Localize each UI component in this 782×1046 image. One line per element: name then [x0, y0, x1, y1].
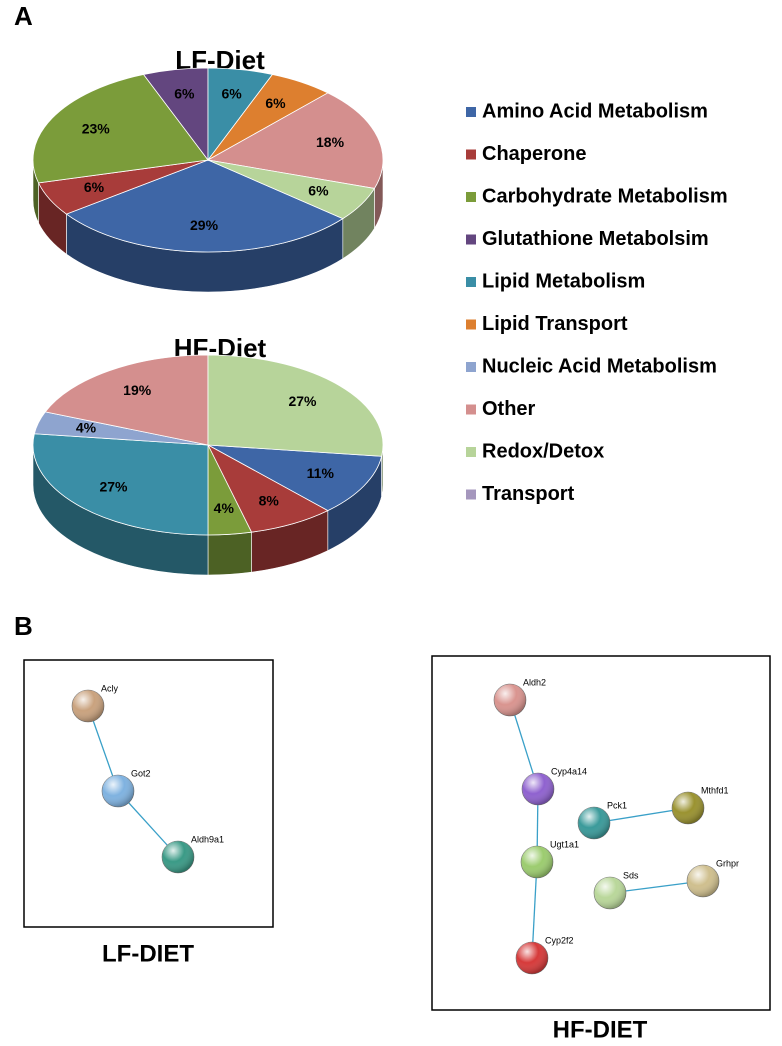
pie-slice [207, 159, 376, 220]
pie-sides [32, 159, 384, 293]
node-label: Aldh2 [523, 677, 546, 687]
node-label: Ugt1a1 [550, 839, 579, 849]
legend-label: Amino Acid Metabolism [482, 100, 708, 122]
network-label: HF-DIET [553, 1016, 648, 1043]
pie-slice [32, 74, 209, 184]
node-shine [516, 942, 548, 974]
node-label: Sds [623, 870, 639, 880]
slice-label: 6% [174, 86, 195, 102]
node-shine [162, 841, 194, 873]
slice-label: 29% [190, 217, 219, 233]
slice-label: 8% [259, 492, 280, 508]
legend-label: Transport [482, 483, 575, 505]
legend-label: Redox/Detox [482, 440, 604, 462]
legend-label: Lipid Metabolism [482, 270, 645, 292]
node-shine [594, 877, 626, 909]
node-shine [72, 690, 104, 722]
slice-label: 18% [316, 134, 345, 150]
legend-label: Chaperone [482, 143, 586, 165]
node-shine [578, 807, 610, 839]
pie-slice [65, 159, 344, 253]
node-label: Aldh9a1 [191, 834, 224, 844]
slice-label: 6% [221, 86, 242, 102]
pie-slice-side [207, 531, 252, 576]
legend-label: Nucleic Acid Metabolism [482, 355, 717, 377]
node-shine [687, 865, 719, 897]
legend-label: Carbohydrate Metabolism [482, 185, 728, 207]
slice-label: 4% [214, 500, 235, 516]
slice-label: 4% [76, 420, 97, 436]
legend-swatch [466, 319, 476, 330]
slice-label: 19% [123, 382, 152, 398]
node-label: Acly [101, 683, 119, 693]
network-box [431, 655, 771, 1011]
node-label: Got2 [131, 768, 151, 778]
node-shine [522, 773, 554, 805]
legend-swatch [466, 149, 476, 160]
legend-swatch [466, 404, 476, 415]
node-shine [672, 792, 704, 824]
slice-label: 6% [265, 95, 286, 111]
pie-slice [207, 444, 383, 512]
slice-label: 6% [308, 183, 329, 199]
pie-labels: 11% 8% 4% 27% 4% 19% 27% [76, 382, 335, 516]
node-shine [102, 775, 134, 807]
slice-label: 23% [82, 121, 111, 137]
legend-label: Lipid Transport [482, 313, 628, 335]
network-label: LF-DIET [102, 940, 194, 967]
legend-swatch [466, 362, 476, 372]
pie-slice [206, 92, 384, 189]
slice-label: 11% [307, 465, 335, 481]
pie-slice [32, 433, 209, 536]
legend-swatch [466, 447, 476, 457]
pie-tops [32, 67, 384, 253]
node-label: Pck1 [607, 800, 627, 810]
legend-swatch [466, 107, 476, 117]
panel-letter: A [14, 1, 33, 31]
node-label: Mthfd1 [701, 785, 729, 795]
node-shine [494, 684, 526, 716]
legend-swatch [466, 192, 476, 202]
slice-label: 27% [99, 479, 128, 495]
node-label: Cyp4a14 [551, 766, 587, 776]
legend-label: Other [482, 398, 536, 420]
node-shine [521, 846, 553, 878]
node-label: Cyp2f2 [545, 935, 574, 945]
pie-tops [32, 354, 384, 536]
pie-slice [44, 354, 209, 446]
pie-slice [207, 354, 384, 457]
network-box [23, 659, 274, 928]
pie-labels: 29% 6% 23% 6% 6% 6% 18% 6% [82, 86, 345, 233]
node-label: Grhpr [716, 858, 739, 868]
legend-swatch [466, 234, 476, 245]
legend-label: Glutathione Metabolsim [482, 228, 709, 250]
pie-sides [32, 444, 384, 576]
legend-swatch [466, 489, 476, 500]
legend-swatch [466, 277, 476, 287]
panel-letter: B [14, 611, 33, 641]
slice-label: 6% [84, 179, 105, 195]
slice-label: 27% [288, 393, 317, 409]
